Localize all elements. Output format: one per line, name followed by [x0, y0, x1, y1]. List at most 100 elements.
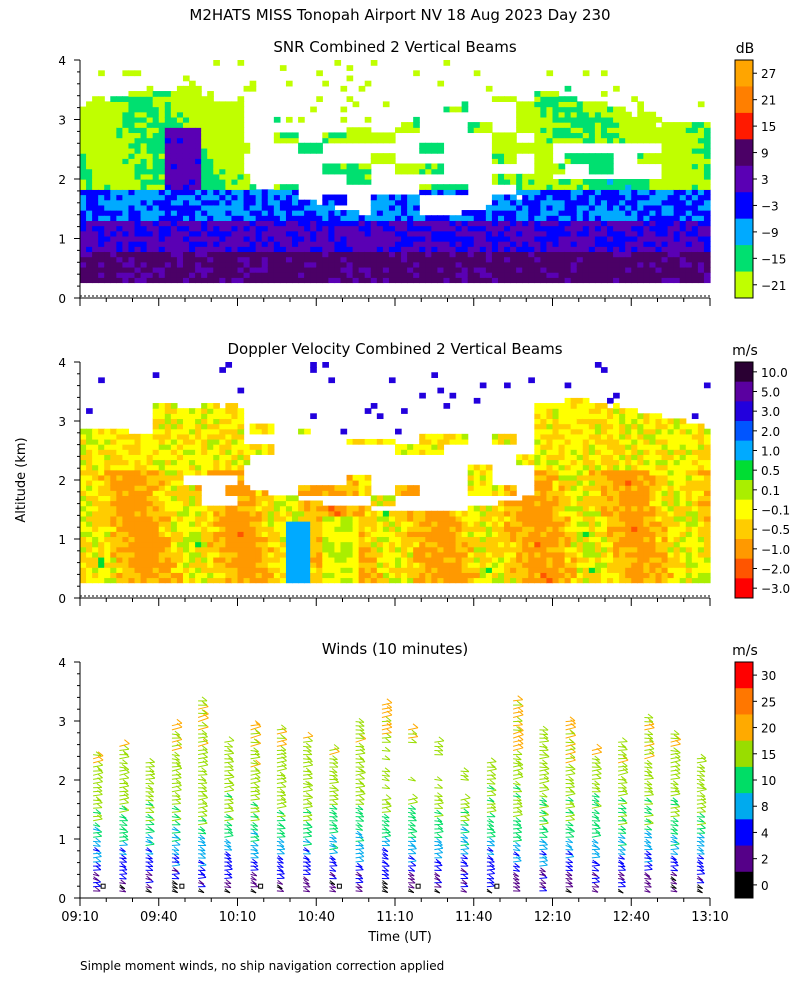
heatmap-cell: [189, 495, 196, 501]
heatmap-cell: [456, 562, 463, 568]
heatmap-cell: [128, 465, 135, 471]
heatmap-cell: [328, 577, 335, 583]
heatmap-cell: [322, 257, 329, 263]
heatmap-cell: [510, 241, 517, 247]
heatmap-cell: [498, 501, 505, 507]
heatmap-cell: [141, 96, 148, 102]
heatmap-cell: [359, 562, 366, 568]
heatmap-cell: [280, 531, 287, 537]
heatmap-cell: [86, 536, 93, 542]
heatmap-cell: [286, 236, 293, 242]
heatmap-cell: [389, 547, 396, 553]
heatmap-cell: [195, 572, 202, 578]
heatmap-cell: [195, 246, 202, 252]
heatmap-cell: [316, 511, 323, 517]
heatmap-cell: [571, 475, 578, 481]
heatmap-cell: [510, 158, 517, 164]
heatmap-cell: [565, 501, 572, 507]
heatmap-cell: [437, 189, 444, 195]
heatmap-cell: [153, 552, 160, 558]
heatmap-cell: [655, 200, 662, 206]
heatmap-cell: [292, 189, 299, 195]
heatmap-cell: [244, 501, 251, 507]
heatmap-cell: [274, 531, 281, 537]
heatmap-cell: [141, 516, 148, 522]
heatmap-cell: [195, 424, 202, 430]
heatmap-cell: [577, 195, 584, 201]
heatmap-cell: [268, 562, 275, 568]
heatmap-cell: [147, 495, 154, 501]
heatmap-cell: [559, 572, 566, 578]
heatmap-cell: [304, 547, 311, 553]
heatmap-cell: [553, 531, 560, 537]
heatmap-cell: [110, 101, 117, 107]
heatmap-cell: [207, 408, 214, 414]
heatmap-cell: [98, 107, 105, 113]
heatmap-cell: [674, 148, 681, 154]
heatmap-cell: [377, 501, 384, 507]
heatmap-cell: [419, 236, 426, 242]
heatmap-cell: [238, 169, 245, 175]
heatmap-cell: [522, 572, 529, 578]
heatmap-cell: [195, 526, 202, 532]
heatmap-cell: [540, 434, 547, 440]
heatmap-cell: [98, 257, 105, 263]
heatmap-cell: [692, 251, 699, 257]
heatmap-cell: [425, 277, 432, 283]
heatmap-cell: [80, 536, 87, 542]
heatmap-cell: [686, 200, 693, 206]
heatmap-cell: [395, 246, 402, 252]
heatmap-cell: [680, 231, 687, 237]
heatmap-cell: [450, 231, 457, 237]
heatmap-cell: [462, 107, 469, 113]
heatmap-cell: [177, 480, 184, 486]
heatmap-cell: [704, 132, 711, 138]
heatmap-cell: [195, 143, 202, 149]
heatmap-cell: [565, 577, 572, 583]
heatmap-cell: [189, 413, 196, 419]
heatmap-cell: [165, 485, 172, 491]
heatmap-cell: [510, 210, 517, 216]
heatmap-cell: [122, 132, 129, 138]
heatmap-cell: [583, 107, 590, 113]
heatmap-cell: [153, 465, 160, 471]
heatmap-cell: [195, 439, 202, 445]
heatmap-cell: [177, 516, 184, 522]
heatmap-cell: [280, 241, 287, 247]
heatmap-cell: [698, 169, 705, 175]
heatmap-cell: [316, 96, 323, 102]
heatmap-cell: [310, 485, 317, 491]
heatmap-cell: [522, 127, 529, 133]
heatmap-cell: [559, 490, 566, 496]
heatmap-cell: [116, 174, 123, 180]
heatmap-cell: [553, 200, 560, 206]
heatmap-cell: [589, 179, 596, 185]
heatmap-cell: [383, 210, 390, 216]
heatmap-cell: [328, 485, 335, 491]
heatmap-cell: [583, 101, 590, 107]
heatmap-cell: [141, 184, 148, 190]
heatmap-cell: [135, 158, 142, 164]
heatmap-cell: [353, 174, 360, 180]
heatmap-cell: [522, 117, 529, 123]
heatmap-cell: [322, 195, 329, 201]
heatmap-cell: [92, 179, 99, 185]
heatmap-cell: [98, 200, 105, 206]
heatmap-cell: [607, 215, 614, 221]
heatmap-cell: [86, 490, 93, 496]
heatmap-cell: [80, 495, 87, 501]
heatmap-cell: [492, 241, 499, 247]
heatmap-cell: [371, 251, 378, 257]
heatmap-cell: [122, 163, 129, 169]
heatmap-cell: [534, 179, 541, 185]
heatmap-cell: [516, 267, 523, 273]
heatmap-cell: [456, 536, 463, 542]
heatmap-cell: [238, 454, 245, 460]
heatmap-cell: [141, 153, 148, 159]
heatmap-cell: [480, 277, 487, 283]
heatmap-cell: [274, 215, 281, 221]
heatmap-cell: [534, 257, 541, 263]
heatmap-cell: [504, 511, 511, 517]
heatmap-cell: [98, 567, 105, 573]
heatmap-cell: [231, 153, 238, 159]
